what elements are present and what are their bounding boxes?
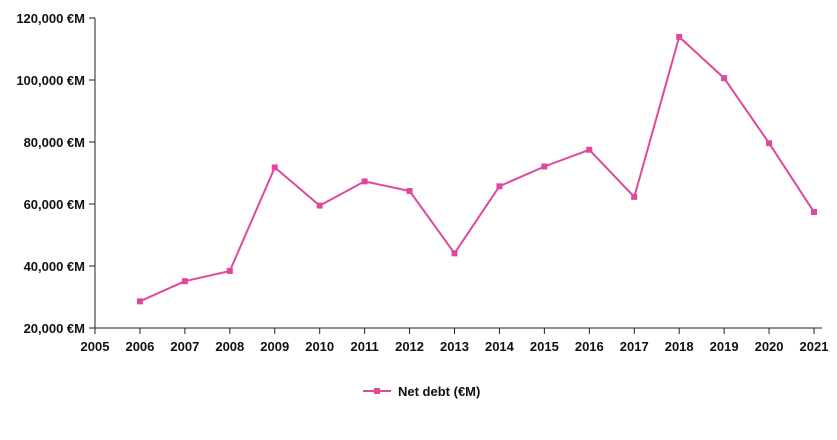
x-tick-label: 2021	[800, 339, 829, 354]
data-point[interactable]	[181, 278, 188, 285]
y-tick-label: 40,000 €M	[24, 259, 85, 274]
data-point[interactable]	[676, 33, 683, 40]
data-point[interactable]	[451, 250, 458, 257]
legend-marker-swatch	[374, 388, 380, 394]
x-tick-label: 2011	[351, 339, 379, 354]
x-tick-label: 2012	[395, 339, 424, 354]
y-tick-label: 20,000 €M	[24, 321, 85, 336]
x-tick-label: 2010	[305, 339, 334, 354]
series-line	[139, 35, 815, 303]
x-tick-label: 2005	[81, 339, 110, 354]
y-tick-label: 80,000 €M	[24, 135, 85, 150]
data-point[interactable]	[811, 209, 817, 216]
x-tick-label: 2013	[440, 339, 469, 354]
y-tick-label: 100,000 €M	[16, 73, 85, 88]
data-point[interactable]	[586, 146, 593, 153]
data-point[interactable]	[226, 267, 233, 274]
y-tick-label: 60,000 €M	[24, 197, 85, 212]
x-axis: 2005 2006 2007 2008 2009 2010 2011 2012 2013 2014…	[81, 327, 829, 354]
data-point[interactable]	[316, 202, 323, 209]
x-tick-label: 2015	[530, 339, 559, 354]
x-tick-label: 2006	[125, 339, 154, 354]
x-tick-label: 2020	[755, 339, 784, 354]
data-point[interactable]	[406, 187, 413, 194]
x-tick-label: 2009	[260, 339, 289, 354]
x-tick-label: 2017	[620, 339, 649, 354]
x-tick-label: 2016	[575, 339, 604, 354]
y-tick-label: 120,000 €M	[16, 11, 85, 26]
data-point[interactable]	[631, 193, 638, 200]
x-tick-label: 2018	[665, 339, 694, 354]
data-point[interactable]	[361, 178, 368, 185]
data-point[interactable]	[271, 164, 278, 171]
data-point[interactable]	[496, 183, 503, 190]
data-point[interactable]	[541, 163, 548, 170]
x-tick-label: 2008	[215, 339, 244, 354]
x-tick-label: 2019	[710, 339, 739, 354]
x-tick-label: 2014	[485, 339, 515, 354]
data-point[interactable]	[136, 298, 143, 305]
series-layer	[136, 33, 817, 305]
legend-label: Net debt (€M)	[398, 384, 480, 399]
data-point[interactable]	[721, 75, 728, 82]
data-point[interactable]	[766, 140, 773, 147]
legend[interactable]: Net debt (€M)	[363, 384, 480, 399]
x-tick-label: 2007	[170, 339, 199, 354]
y-axis: 20,000 €M 40,000 €M 60,000 €M 80,000 €M 100,…	[16, 11, 96, 336]
